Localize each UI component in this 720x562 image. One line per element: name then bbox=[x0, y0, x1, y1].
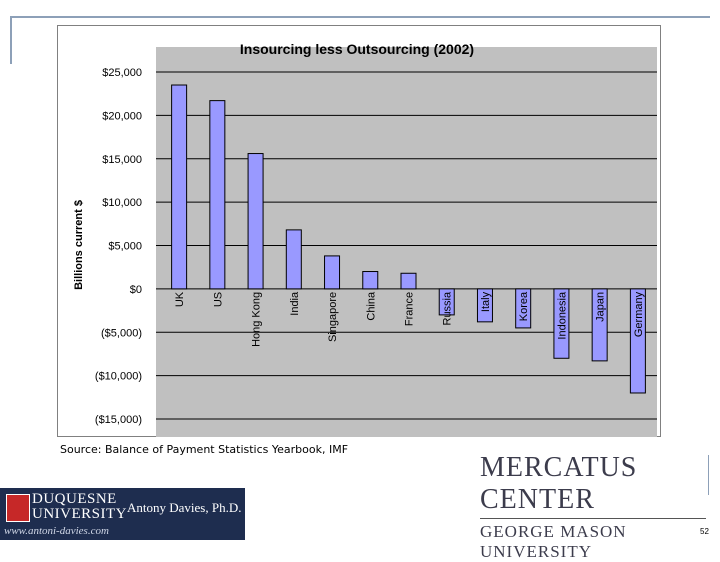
bar-us bbox=[209, 100, 226, 290]
y-tick-label: $0 bbox=[130, 284, 142, 296]
category-label: UK bbox=[174, 291, 186, 307]
footer-bar bbox=[0, 488, 245, 540]
slide-frame-top bbox=[10, 16, 710, 18]
category-label: US bbox=[212, 292, 224, 307]
category-label: Indonesia bbox=[556, 291, 568, 340]
y-tick-label: $15,000 bbox=[102, 154, 142, 166]
slide-frame-left bbox=[10, 16, 12, 64]
y-tick-label: ($15,000) bbox=[95, 414, 142, 426]
category-label: Singapore bbox=[327, 292, 339, 342]
category-label: Germany bbox=[633, 291, 645, 337]
bar-chart: $25,000 $20,000 $15,000 $10,000 $5,000 $0 ($5,… bbox=[73, 41, 657, 437]
duquesne-line2: UNIVERSITY bbox=[32, 506, 127, 522]
y-tick-label: ($5,000) bbox=[101, 327, 142, 339]
category-label: France bbox=[404, 292, 416, 326]
bar-uk bbox=[171, 84, 188, 290]
category-label: Italy bbox=[480, 291, 492, 312]
category-label: Hong Kong bbox=[251, 292, 263, 347]
bar-france bbox=[400, 272, 417, 290]
bar-russia bbox=[438, 288, 455, 316]
website-link[interactable]: www.antoni-davies.com bbox=[4, 525, 109, 537]
mercatus-logo: MERCATUS CENTER GEORGE MASON UNIVERSITY bbox=[480, 452, 720, 562]
category-label: India bbox=[289, 291, 301, 316]
bar-italy bbox=[476, 288, 493, 323]
category-label: Korea bbox=[518, 291, 530, 321]
category-labels: UK US Hong Kong India Singapore China France Ru… bbox=[174, 291, 645, 347]
bar-korea bbox=[515, 288, 532, 329]
bar-singapore bbox=[324, 255, 341, 290]
y-tick-label: $5,000 bbox=[108, 241, 142, 253]
duquesne-name: DUQUESNE UNIVERSITY bbox=[32, 492, 127, 522]
y-tick-label: $25,000 bbox=[102, 67, 142, 79]
category-label: Russia bbox=[442, 291, 454, 326]
bar-japan bbox=[591, 288, 608, 362]
page-number: 52 bbox=[700, 527, 709, 536]
source-note: Source: Balance of Payment Statistics Ye… bbox=[60, 443, 349, 456]
bar-hong-kong bbox=[247, 153, 264, 290]
chart-title: Insourcing less Outsourcing (2002) bbox=[240, 41, 474, 57]
y-tick-labels: $25,000 $20,000 $15,000 $10,000 $5,000 $0 ($5,… bbox=[95, 67, 142, 426]
duquesne-line1: DUQUESNE bbox=[32, 491, 117, 507]
slide-frame-right bbox=[708, 455, 709, 495]
bars bbox=[171, 84, 646, 394]
y-tick-label: $10,000 bbox=[102, 197, 142, 209]
bar-china bbox=[362, 271, 379, 290]
duquesne-shield-icon bbox=[6, 494, 30, 522]
category-label: Japan bbox=[595, 292, 607, 322]
category-label: China bbox=[365, 291, 377, 321]
mercatus-university: GEORGE MASON UNIVERSITY bbox=[480, 522, 627, 561]
bar-indonesia bbox=[553, 288, 570, 359]
bar-india bbox=[285, 229, 302, 290]
y-axis-label: Billions current $ bbox=[73, 200, 85, 290]
y-tick-label: $20,000 bbox=[102, 110, 142, 122]
author-name: Antony Davies, Ph.D. bbox=[127, 500, 242, 515]
mercatus-rule bbox=[480, 518, 706, 519]
y-tick-label: ($10,000) bbox=[95, 371, 142, 383]
mercatus-name: MERCATUS CENTER bbox=[480, 452, 638, 515]
bar-germany bbox=[629, 288, 646, 394]
plot-area bbox=[156, 47, 657, 437]
